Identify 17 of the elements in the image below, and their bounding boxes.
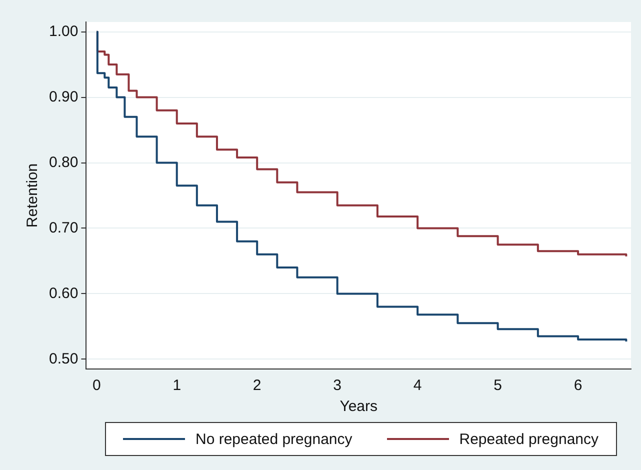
x-tick-label: 1: [172, 377, 182, 394]
x-tick-label: 5: [494, 377, 502, 394]
x-tick-label: 6: [574, 377, 582, 394]
y-tick-label: 0.60: [48, 284, 78, 302]
y-tick-label: 1.00: [48, 22, 78, 40]
x-tick-label: 2: [252, 377, 262, 394]
y-tick-label: 0.50: [48, 350, 78, 368]
x-axis-title: Years: [340, 398, 378, 416]
legend-label: No repeated pregnancy: [195, 430, 352, 448]
legend-label: Repeated pregnancy: [459, 430, 599, 448]
y-tick-label: 0.90: [48, 88, 78, 106]
y-tick-label: 0.80: [48, 154, 78, 171]
x-tick-label: 4: [413, 377, 422, 394]
x-tick-label: 3: [333, 377, 342, 394]
y-tick-label: 0.70: [48, 219, 78, 236]
x-tick-label: 0: [92, 377, 101, 394]
y-axis-title: Retention: [24, 163, 42, 228]
